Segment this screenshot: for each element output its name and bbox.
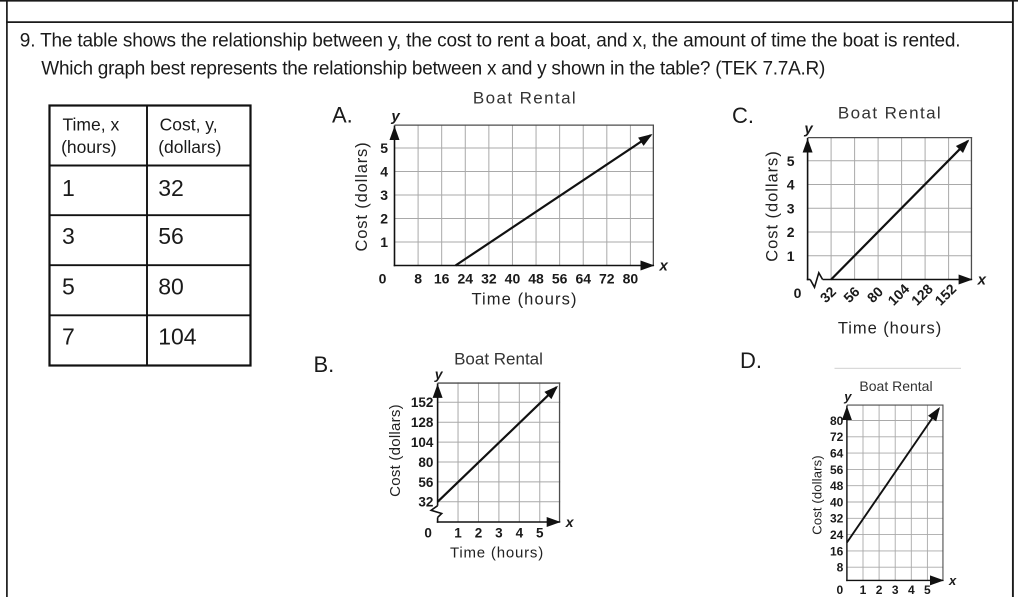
svg-text:Time, x: Time, x (63, 115, 120, 135)
svg-text:Boat Rental: Boat Rental (838, 103, 942, 122)
svg-text:0: 0 (424, 526, 432, 541)
svg-text:3: 3 (892, 583, 899, 597)
svg-text:48: 48 (830, 479, 844, 493)
svg-text:80: 80 (418, 455, 433, 470)
svg-text:1: 1 (860, 583, 867, 597)
svg-text:Time (hours): Time (hours) (450, 544, 544, 561)
svg-text:16: 16 (434, 271, 450, 287)
svg-text:4: 4 (380, 164, 388, 180)
svg-text:(hours): (hours) (61, 137, 116, 157)
svg-text:1: 1 (454, 526, 462, 541)
svg-text:Boat Rental: Boat Rental (859, 378, 932, 394)
svg-text:80: 80 (158, 273, 184, 299)
svg-text:2: 2 (876, 583, 883, 597)
svg-text:104: 104 (411, 435, 434, 450)
svg-text:80: 80 (830, 414, 844, 428)
svg-text:y: y (803, 121, 813, 138)
svg-text:56: 56 (552, 271, 568, 287)
svg-text:16: 16 (830, 544, 844, 558)
svg-text:Cost, y,: Cost, y, (160, 115, 218, 135)
svg-text:128: 128 (411, 415, 434, 430)
svg-text:y: y (434, 366, 444, 382)
svg-text:104: 104 (158, 324, 197, 350)
svg-text:152: 152 (411, 395, 434, 410)
svg-text:1: 1 (62, 175, 75, 201)
svg-text:4: 4 (908, 583, 915, 597)
svg-text:1: 1 (380, 234, 388, 250)
svg-text:72: 72 (830, 430, 844, 444)
svg-text:3: 3 (62, 223, 75, 249)
svg-text:5: 5 (924, 583, 931, 597)
svg-text:8: 8 (837, 561, 844, 575)
svg-text:64: 64 (575, 271, 591, 287)
svg-text:0: 0 (794, 285, 802, 301)
svg-text:Boat Rental: Boat Rental (473, 89, 577, 108)
svg-text:x: x (948, 573, 957, 588)
svg-text:7: 7 (62, 324, 75, 350)
svg-text:x: x (565, 514, 575, 530)
svg-text:Cost (dollars): Cost (dollars) (387, 404, 404, 497)
svg-text:1: 1 (787, 248, 795, 264)
svg-text:Cost (dollars): Cost (dollars) (763, 150, 781, 261)
svg-text:Cost (dollars): Cost (dollars) (810, 455, 825, 534)
svg-text:Time (hours): Time (hours) (471, 291, 577, 309)
svg-text:y: y (390, 108, 400, 125)
svg-text:64: 64 (830, 446, 844, 460)
svg-text:80: 80 (623, 271, 639, 287)
svg-text:56: 56 (830, 463, 844, 477)
svg-text:56: 56 (418, 475, 434, 490)
svg-text:9. The table shows the relatio: 9. The table shows the relationship betw… (20, 31, 961, 52)
svg-text:56: 56 (158, 223, 184, 249)
svg-text:D.: D. (740, 348, 762, 373)
svg-text:x: x (977, 271, 987, 288)
svg-text:2: 2 (475, 526, 483, 541)
svg-text:8: 8 (414, 271, 422, 287)
svg-text:24: 24 (457, 271, 473, 287)
svg-text:5: 5 (380, 140, 388, 156)
svg-text:32: 32 (830, 512, 844, 526)
svg-text:3: 3 (380, 187, 388, 203)
svg-text:4: 4 (787, 177, 795, 193)
svg-text:32: 32 (481, 271, 497, 287)
svg-text:24: 24 (830, 528, 844, 542)
svg-text:40: 40 (505, 271, 521, 287)
svg-text:B.: B. (314, 352, 335, 377)
svg-text:5: 5 (62, 273, 75, 299)
svg-text:y: y (843, 389, 852, 404)
svg-text:2: 2 (787, 224, 795, 240)
svg-text:3: 3 (787, 200, 795, 216)
svg-text:40: 40 (830, 495, 844, 509)
svg-text:32: 32 (158, 175, 184, 201)
svg-text:Which graph best represents th: Which graph best represents the relation… (41, 58, 825, 79)
svg-text:0: 0 (837, 583, 844, 597)
svg-text:A.: A. (332, 103, 353, 128)
svg-text:72: 72 (599, 271, 615, 287)
svg-text:3: 3 (495, 526, 503, 541)
svg-text:Time (hours): Time (hours) (838, 320, 942, 338)
svg-text:C.: C. (732, 103, 754, 128)
svg-text:5: 5 (787, 153, 795, 169)
svg-text:0: 0 (379, 271, 387, 287)
svg-text:Boat Rental: Boat Rental (454, 349, 543, 368)
svg-text:48: 48 (528, 271, 544, 287)
svg-text:32: 32 (418, 495, 433, 510)
svg-text:Cost (dollars): Cost (dollars) (353, 141, 371, 251)
svg-text:4: 4 (516, 526, 524, 541)
svg-text:2: 2 (380, 211, 388, 227)
svg-text:x: x (659, 257, 669, 274)
svg-text:(dollars): (dollars) (158, 137, 221, 157)
svg-text:5: 5 (536, 526, 544, 541)
